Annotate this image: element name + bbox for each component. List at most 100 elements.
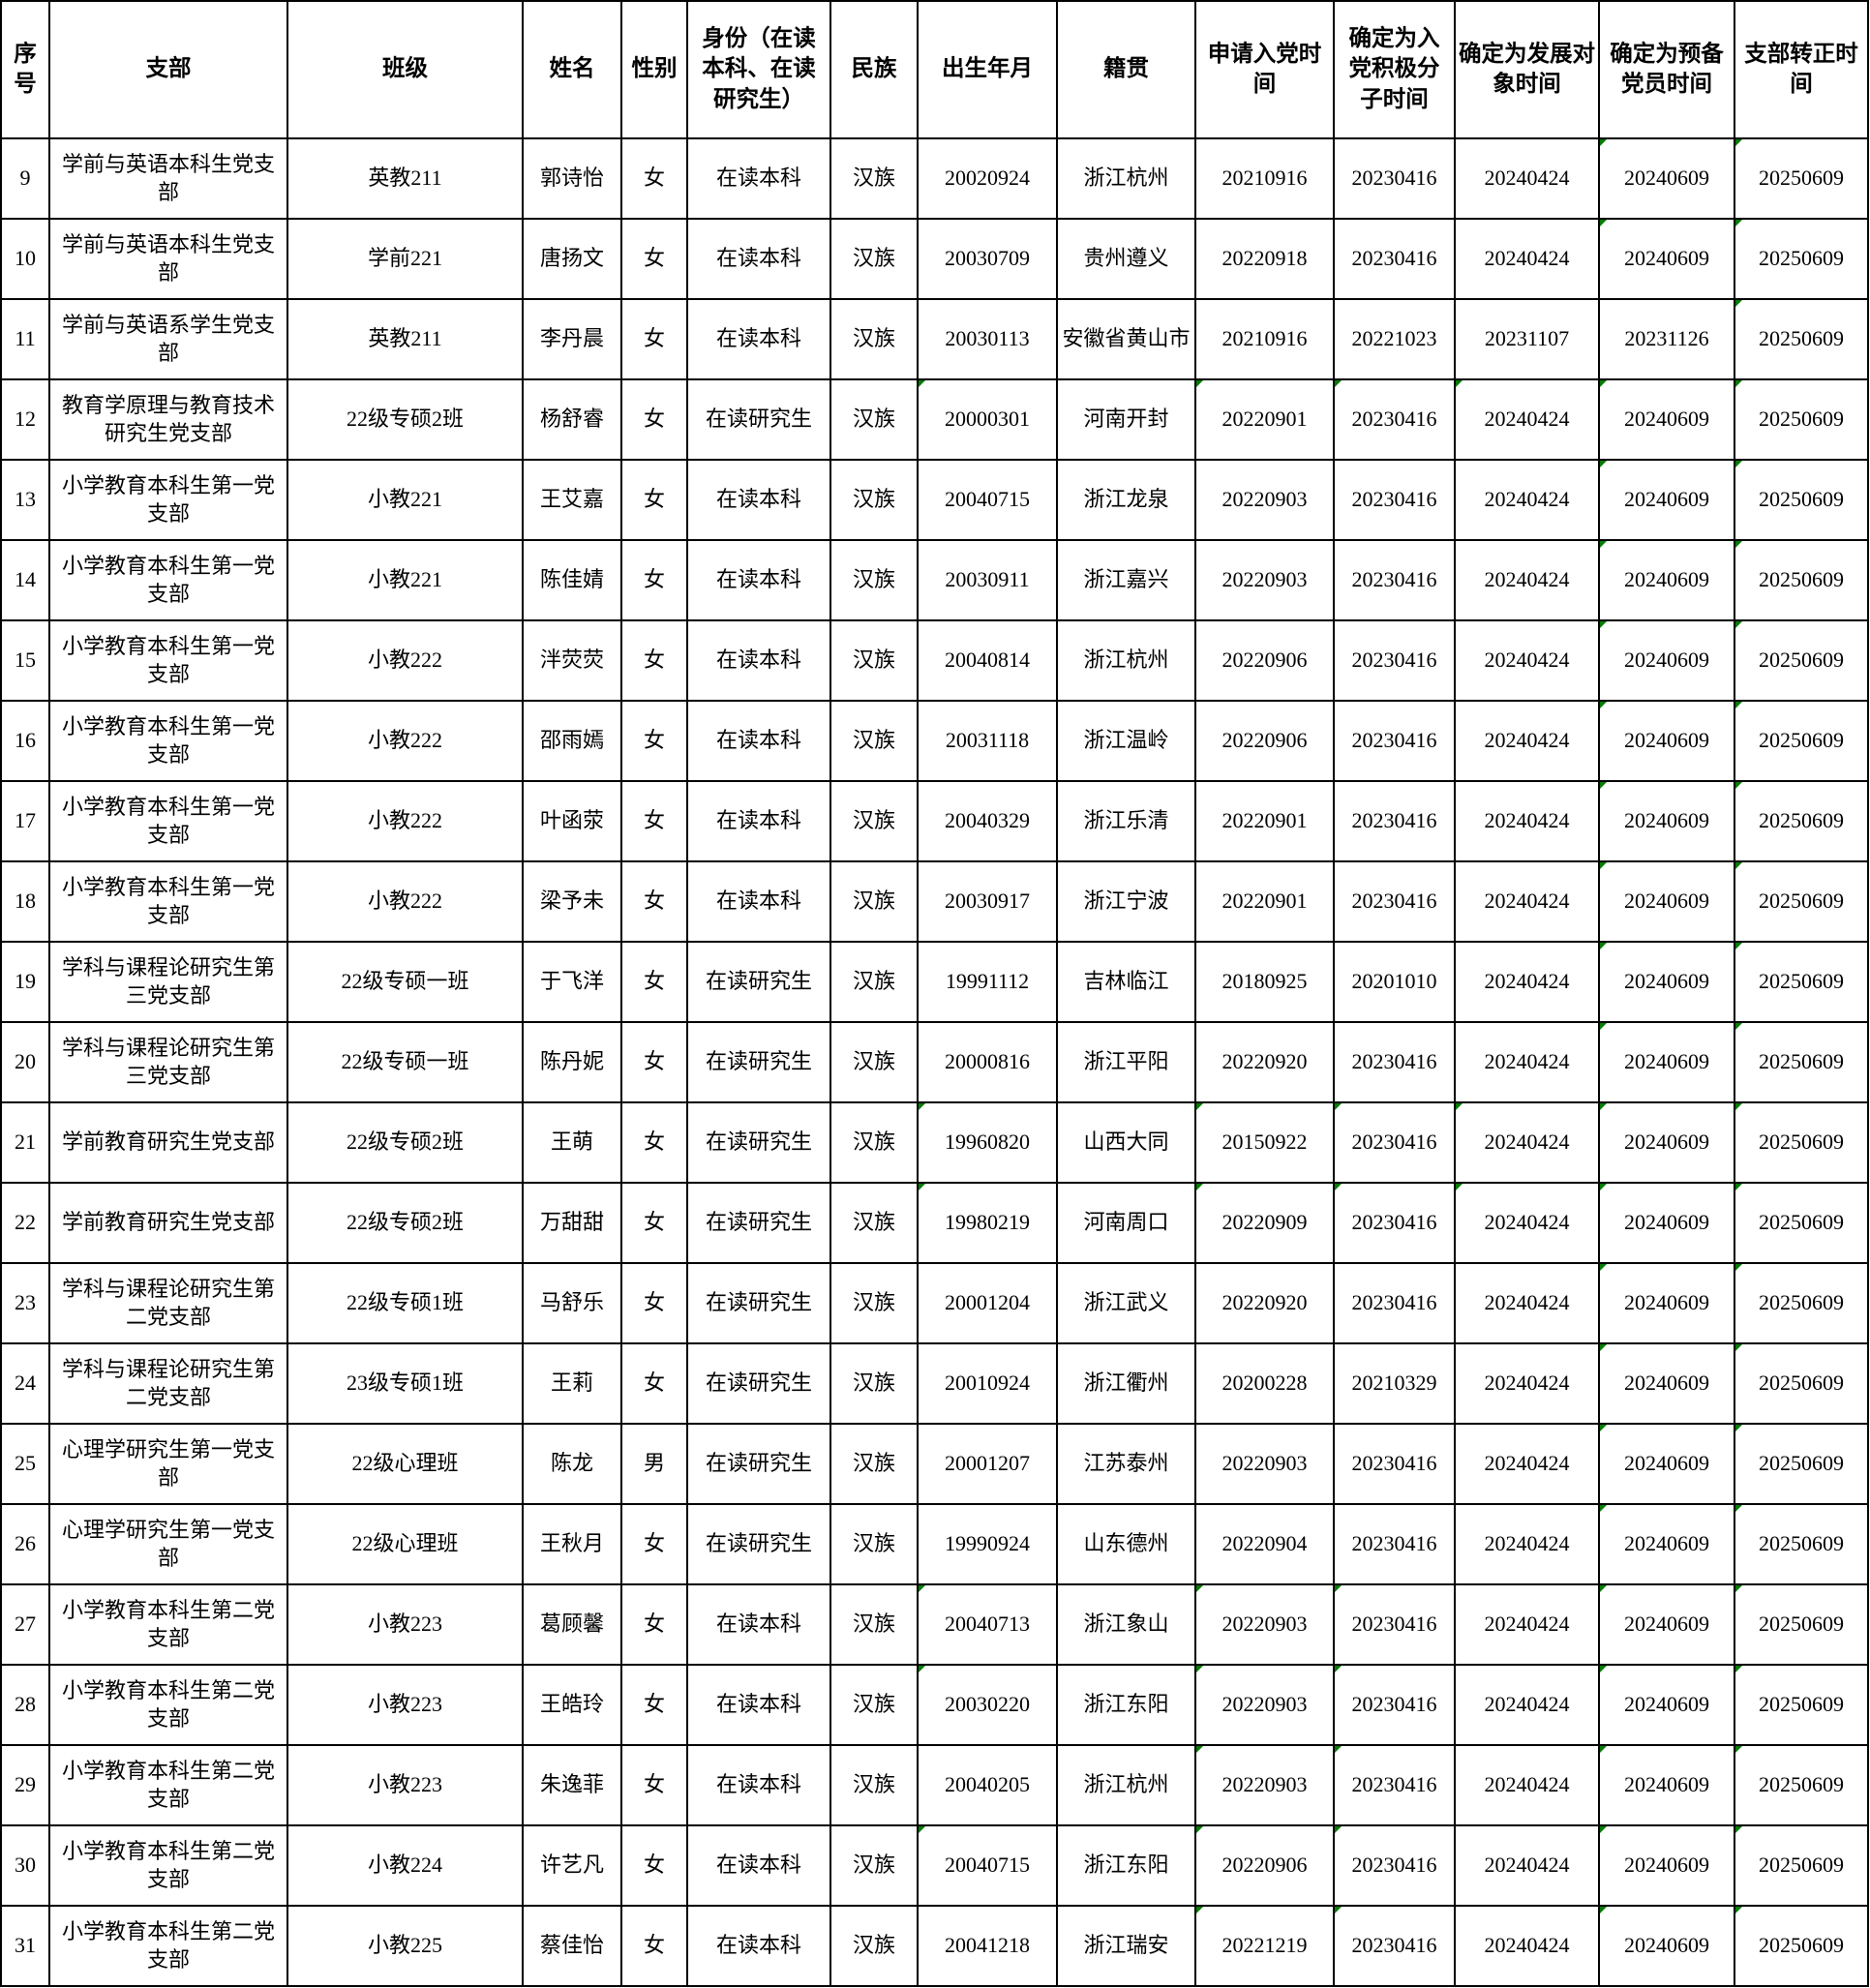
cell-ethnicity: 汉族 bbox=[829, 459, 919, 541]
cell-native-place: 浙江温岭 bbox=[1056, 700, 1196, 782]
cell-native-place: 浙江宁波 bbox=[1056, 860, 1196, 943]
cell-development-date: 20240424 bbox=[1454, 1182, 1600, 1264]
cell-birth-date: 20030220 bbox=[917, 1664, 1058, 1746]
cell-activist-date: 20230416 bbox=[1333, 1583, 1456, 1666]
green-corner-marker-icon bbox=[920, 381, 925, 387]
cell-class: 小教222 bbox=[287, 619, 524, 702]
table-row: 26 心理学研究生第一党支部 22级心理班 王秋月女在读研究生 汉族 19990924 山东… bbox=[0, 1503, 1869, 1585]
cell-branch: 小学教育本科生第二党支部 bbox=[48, 1905, 288, 1987]
cell-name: 许艺凡 bbox=[522, 1824, 622, 1907]
green-corner-marker-icon bbox=[920, 1104, 925, 1110]
table-row: 18 小学教育本科生第一党支部 小教222 梁予未女在读本科 汉族 20030917 浙江宁… bbox=[0, 860, 1869, 943]
cell-ethnicity: 汉族 bbox=[829, 941, 919, 1023]
cell-full-member-date: 20250609 bbox=[1734, 1824, 1869, 1907]
cell-full-member-date: 20250609 bbox=[1734, 1905, 1869, 1987]
cell-development-date: 20240424 bbox=[1454, 1824, 1600, 1907]
cell-gender: 女 bbox=[620, 1824, 688, 1907]
cell-class: 英教211 bbox=[287, 137, 524, 220]
cell-identity: 在读本科 bbox=[686, 1744, 831, 1826]
cell-name: 于飞洋 bbox=[522, 941, 622, 1023]
cell-probationary-date: 20240609 bbox=[1598, 1583, 1735, 1666]
green-corner-marker-icon bbox=[1736, 301, 1742, 307]
cell-development-date: 20240424 bbox=[1454, 860, 1600, 943]
cell-activist-date: 20230416 bbox=[1333, 860, 1456, 943]
cell-birth-date: 20041218 bbox=[917, 1905, 1058, 1987]
cell-ethnicity: 汉族 bbox=[829, 1905, 919, 1987]
cell-ethnicity: 汉族 bbox=[829, 619, 919, 702]
green-corner-marker-icon bbox=[1601, 1908, 1607, 1913]
cell-identity: 在读本科 bbox=[686, 1905, 831, 1987]
green-corner-marker-icon bbox=[1736, 542, 1742, 548]
cell-probationary-date: 20240609 bbox=[1598, 1423, 1735, 1505]
green-corner-marker-icon bbox=[1601, 381, 1607, 387]
column-header-apply-date: 申请入党时间 bbox=[1194, 0, 1335, 139]
cell-development-date: 20231107 bbox=[1454, 298, 1600, 380]
green-corner-marker-icon bbox=[1736, 1908, 1742, 1913]
cell-activist-date: 20230416 bbox=[1333, 137, 1456, 220]
table-row: 19 学科与课程论研究生第三党支部 22级专硕一班 于飞洋女在读研究生 汉族 199911… bbox=[0, 941, 1869, 1023]
green-corner-marker-icon bbox=[1736, 1426, 1742, 1431]
column-header-activist-date: 确定为入党积极分子时间 bbox=[1333, 0, 1456, 139]
cell-birth-date: 19990924 bbox=[917, 1503, 1058, 1585]
cell-ethnicity: 汉族 bbox=[829, 1744, 919, 1826]
cell-activist-date: 20230416 bbox=[1333, 700, 1456, 782]
cell-development-date: 20240424 bbox=[1454, 1664, 1600, 1746]
cell-native-place: 吉林临江 bbox=[1056, 941, 1196, 1023]
cell-class: 小教224 bbox=[287, 1824, 524, 1907]
column-header-class: 班级 bbox=[287, 0, 524, 139]
cell-index: 24 bbox=[0, 1342, 50, 1425]
cell-birth-date: 20040715 bbox=[917, 459, 1058, 541]
green-corner-marker-icon bbox=[1336, 1185, 1342, 1190]
cell-index: 23 bbox=[0, 1262, 50, 1344]
green-corner-marker-icon bbox=[1197, 1827, 1203, 1833]
green-corner-marker-icon bbox=[1736, 462, 1742, 467]
column-header-birth-date: 出生年月 bbox=[917, 0, 1058, 139]
green-corner-marker-icon bbox=[1197, 381, 1203, 387]
cell-apply-date: 20200228 bbox=[1194, 1342, 1335, 1425]
cell-apply-date: 20220904 bbox=[1194, 1503, 1335, 1585]
cell-gender: 女 bbox=[620, 1101, 688, 1184]
cell-branch: 学科与课程论研究生第三党支部 bbox=[48, 941, 288, 1023]
cell-branch: 学前与英语本科生党支部 bbox=[48, 218, 288, 300]
cell-name: 唐扬文 bbox=[522, 218, 622, 300]
cell-native-place: 浙江杭州 bbox=[1056, 619, 1196, 702]
cell-full-member-date: 20250609 bbox=[1734, 378, 1869, 461]
cell-branch: 心理学研究生第一党支部 bbox=[48, 1423, 288, 1505]
cell-apply-date: 20220903 bbox=[1194, 459, 1335, 541]
green-corner-marker-icon bbox=[1601, 944, 1607, 949]
cell-full-member-date: 20250609 bbox=[1734, 1262, 1869, 1344]
cell-full-member-date: 20250609 bbox=[1734, 1182, 1869, 1264]
cell-development-date: 20240424 bbox=[1454, 941, 1600, 1023]
green-corner-marker-icon bbox=[1197, 1908, 1203, 1913]
cell-full-member-date: 20250609 bbox=[1734, 700, 1869, 782]
cell-activist-date: 20230416 bbox=[1333, 1664, 1456, 1746]
cell-native-place: 安徽省黄山市 bbox=[1056, 298, 1196, 380]
cell-development-date: 20240424 bbox=[1454, 1423, 1600, 1505]
cell-activist-date: 20230416 bbox=[1333, 619, 1456, 702]
cell-branch: 学前教育研究生党支部 bbox=[48, 1182, 288, 1264]
cell-apply-date: 20220906 bbox=[1194, 700, 1335, 782]
cell-full-member-date: 20250609 bbox=[1734, 1583, 1869, 1666]
cell-ethnicity: 汉族 bbox=[829, 1021, 919, 1103]
cell-activist-date: 20230416 bbox=[1333, 1182, 1456, 1264]
cell-name: 马舒乐 bbox=[522, 1262, 622, 1344]
cell-activist-date: 20230416 bbox=[1333, 218, 1456, 300]
cell-native-place: 浙江乐清 bbox=[1056, 780, 1196, 862]
table-row: 24 学科与课程论研究生第二党支部 23级专硕1班 王莉女在读研究生 汉族 2001092… bbox=[0, 1342, 1869, 1425]
green-corner-marker-icon bbox=[1197, 1104, 1203, 1110]
cell-apply-date: 20220920 bbox=[1194, 1021, 1335, 1103]
cell-gender: 女 bbox=[620, 1182, 688, 1264]
cell-identity: 在读本科 bbox=[686, 1583, 831, 1666]
cell-gender: 女 bbox=[620, 1583, 688, 1666]
cell-class: 英教211 bbox=[287, 298, 524, 380]
green-corner-marker-icon bbox=[1336, 1586, 1342, 1592]
cell-full-member-date: 20250609 bbox=[1734, 1423, 1869, 1505]
green-corner-marker-icon bbox=[920, 1667, 925, 1672]
cell-development-date: 20240424 bbox=[1454, 700, 1600, 782]
cell-apply-date: 20220909 bbox=[1194, 1182, 1335, 1264]
cell-branch: 学前与英语本科生党支部 bbox=[48, 137, 288, 220]
cell-development-date: 20240424 bbox=[1454, 619, 1600, 702]
cell-development-date: 20240424 bbox=[1454, 1503, 1600, 1585]
green-corner-marker-icon bbox=[1336, 1104, 1342, 1110]
cell-name: 王艾嘉 bbox=[522, 459, 622, 541]
